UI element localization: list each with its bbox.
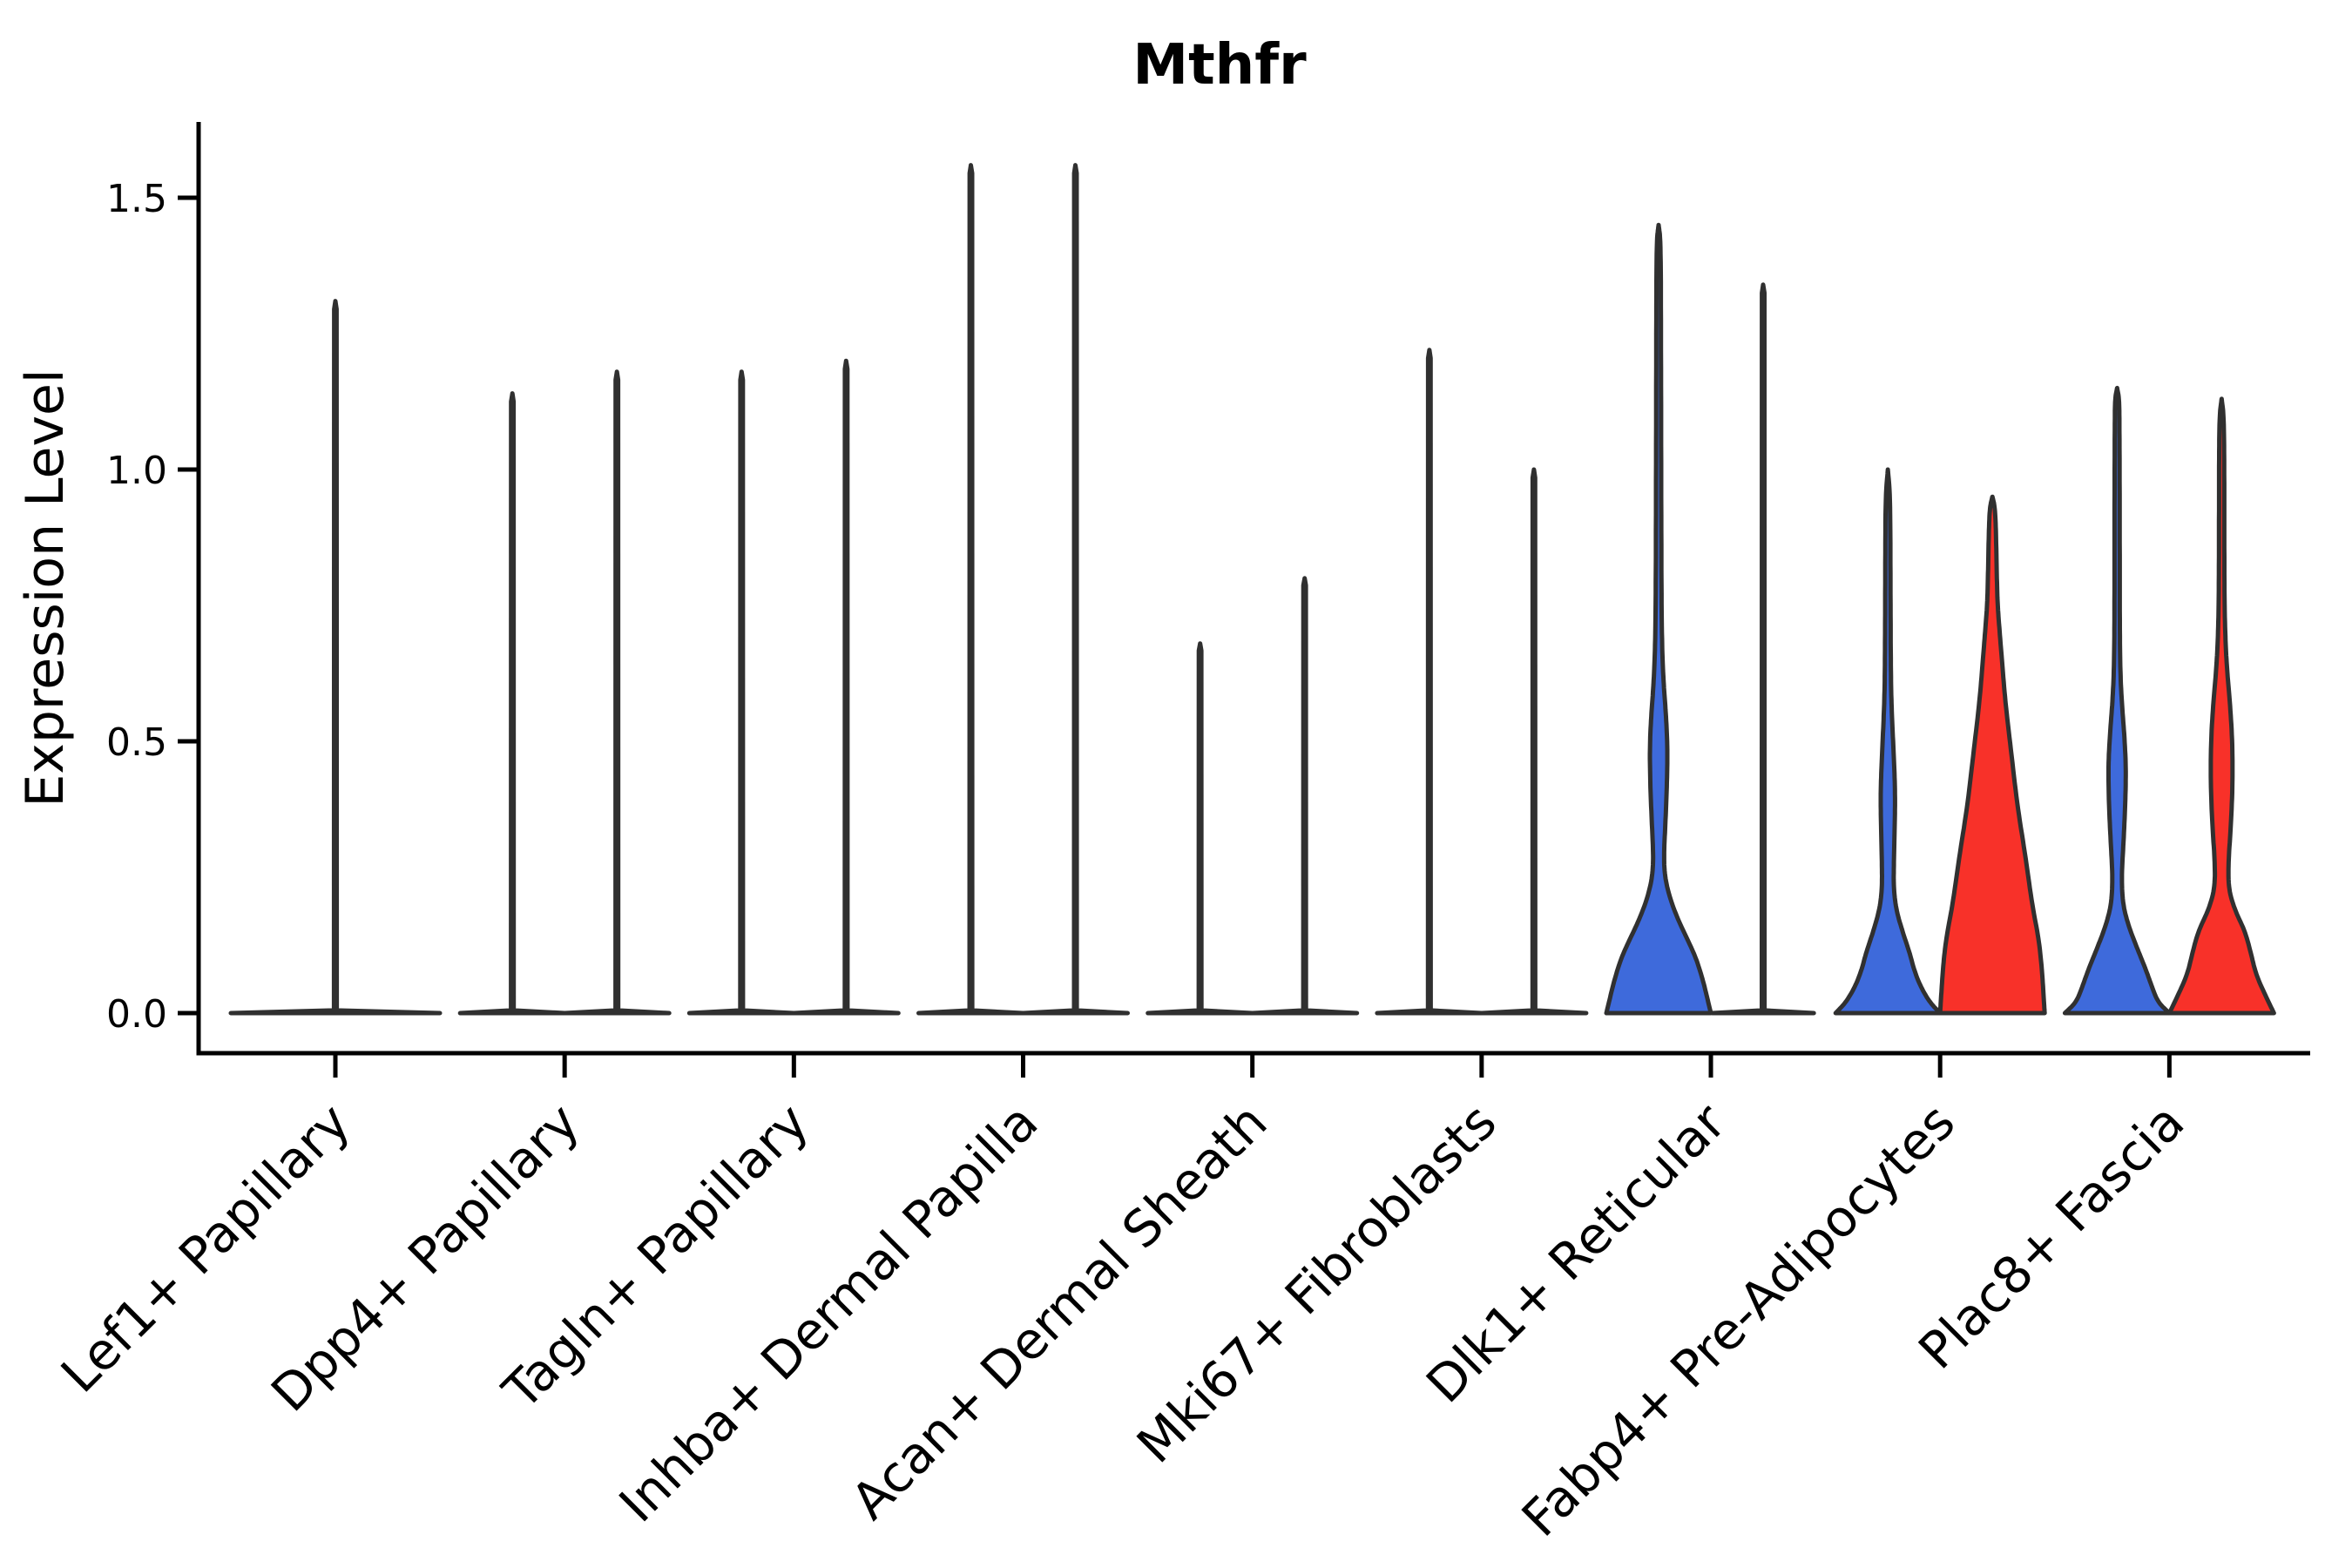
y-ticks-layer: 0.0 0.5 1.0 1.5 xyxy=(106,177,198,1037)
violin-inhba-dermal-papilla-right xyxy=(1021,163,1130,1016)
y-tick-label: 1.0 xyxy=(106,449,167,493)
violins-layer xyxy=(228,163,2276,1016)
y-axis-label: Expression Level xyxy=(15,368,76,807)
violin-mki67-fibroblasts-right xyxy=(1479,467,1589,1016)
violin-dlk1-reticular-right xyxy=(1710,282,1816,1016)
violin-acan-dermal-sheath-left xyxy=(1146,641,1255,1016)
violin-fabp4-pre-adipocytes-left xyxy=(1833,467,1943,1016)
y-tick-label: 1.5 xyxy=(106,177,167,221)
violin-dpp4-papillary-right xyxy=(562,369,672,1016)
violin-inhba-dermal-papilla-left xyxy=(916,163,1025,1016)
violin-dpp4-papillary-left xyxy=(457,391,567,1016)
y-tick-label: 0.0 xyxy=(106,992,167,1037)
x-tick-label-fabp4-pre-adipocytes: Fabp4+ Pre-Adipocytes xyxy=(1511,1092,1966,1548)
x-tick-label-acan-dermal-sheath: Acan+ Dermal Sheath xyxy=(840,1092,1278,1531)
violin-plac8-fascia-right xyxy=(2166,396,2276,1016)
violin-lef1-papillary-center xyxy=(228,299,443,1016)
violin-mki67-fibroblasts-left xyxy=(1375,348,1484,1016)
violin-fabp4-pre-adipocytes-right xyxy=(1937,494,2047,1016)
chart-title: Mthfr xyxy=(1132,33,1307,98)
violin-tagln-papillary-left xyxy=(686,369,796,1016)
violin-plac8-fascia-left xyxy=(2062,385,2172,1016)
violin-tagln-papillary-right xyxy=(791,358,901,1016)
x-tick-label-inhba-dermal-papilla: Inhba+ Dermal Papilla xyxy=(608,1092,1050,1534)
y-tick-label: 0.5 xyxy=(106,720,167,765)
violin-dlk1-reticular-left xyxy=(1604,222,1713,1016)
violin-acan-dermal-sheath-right xyxy=(1250,576,1360,1016)
